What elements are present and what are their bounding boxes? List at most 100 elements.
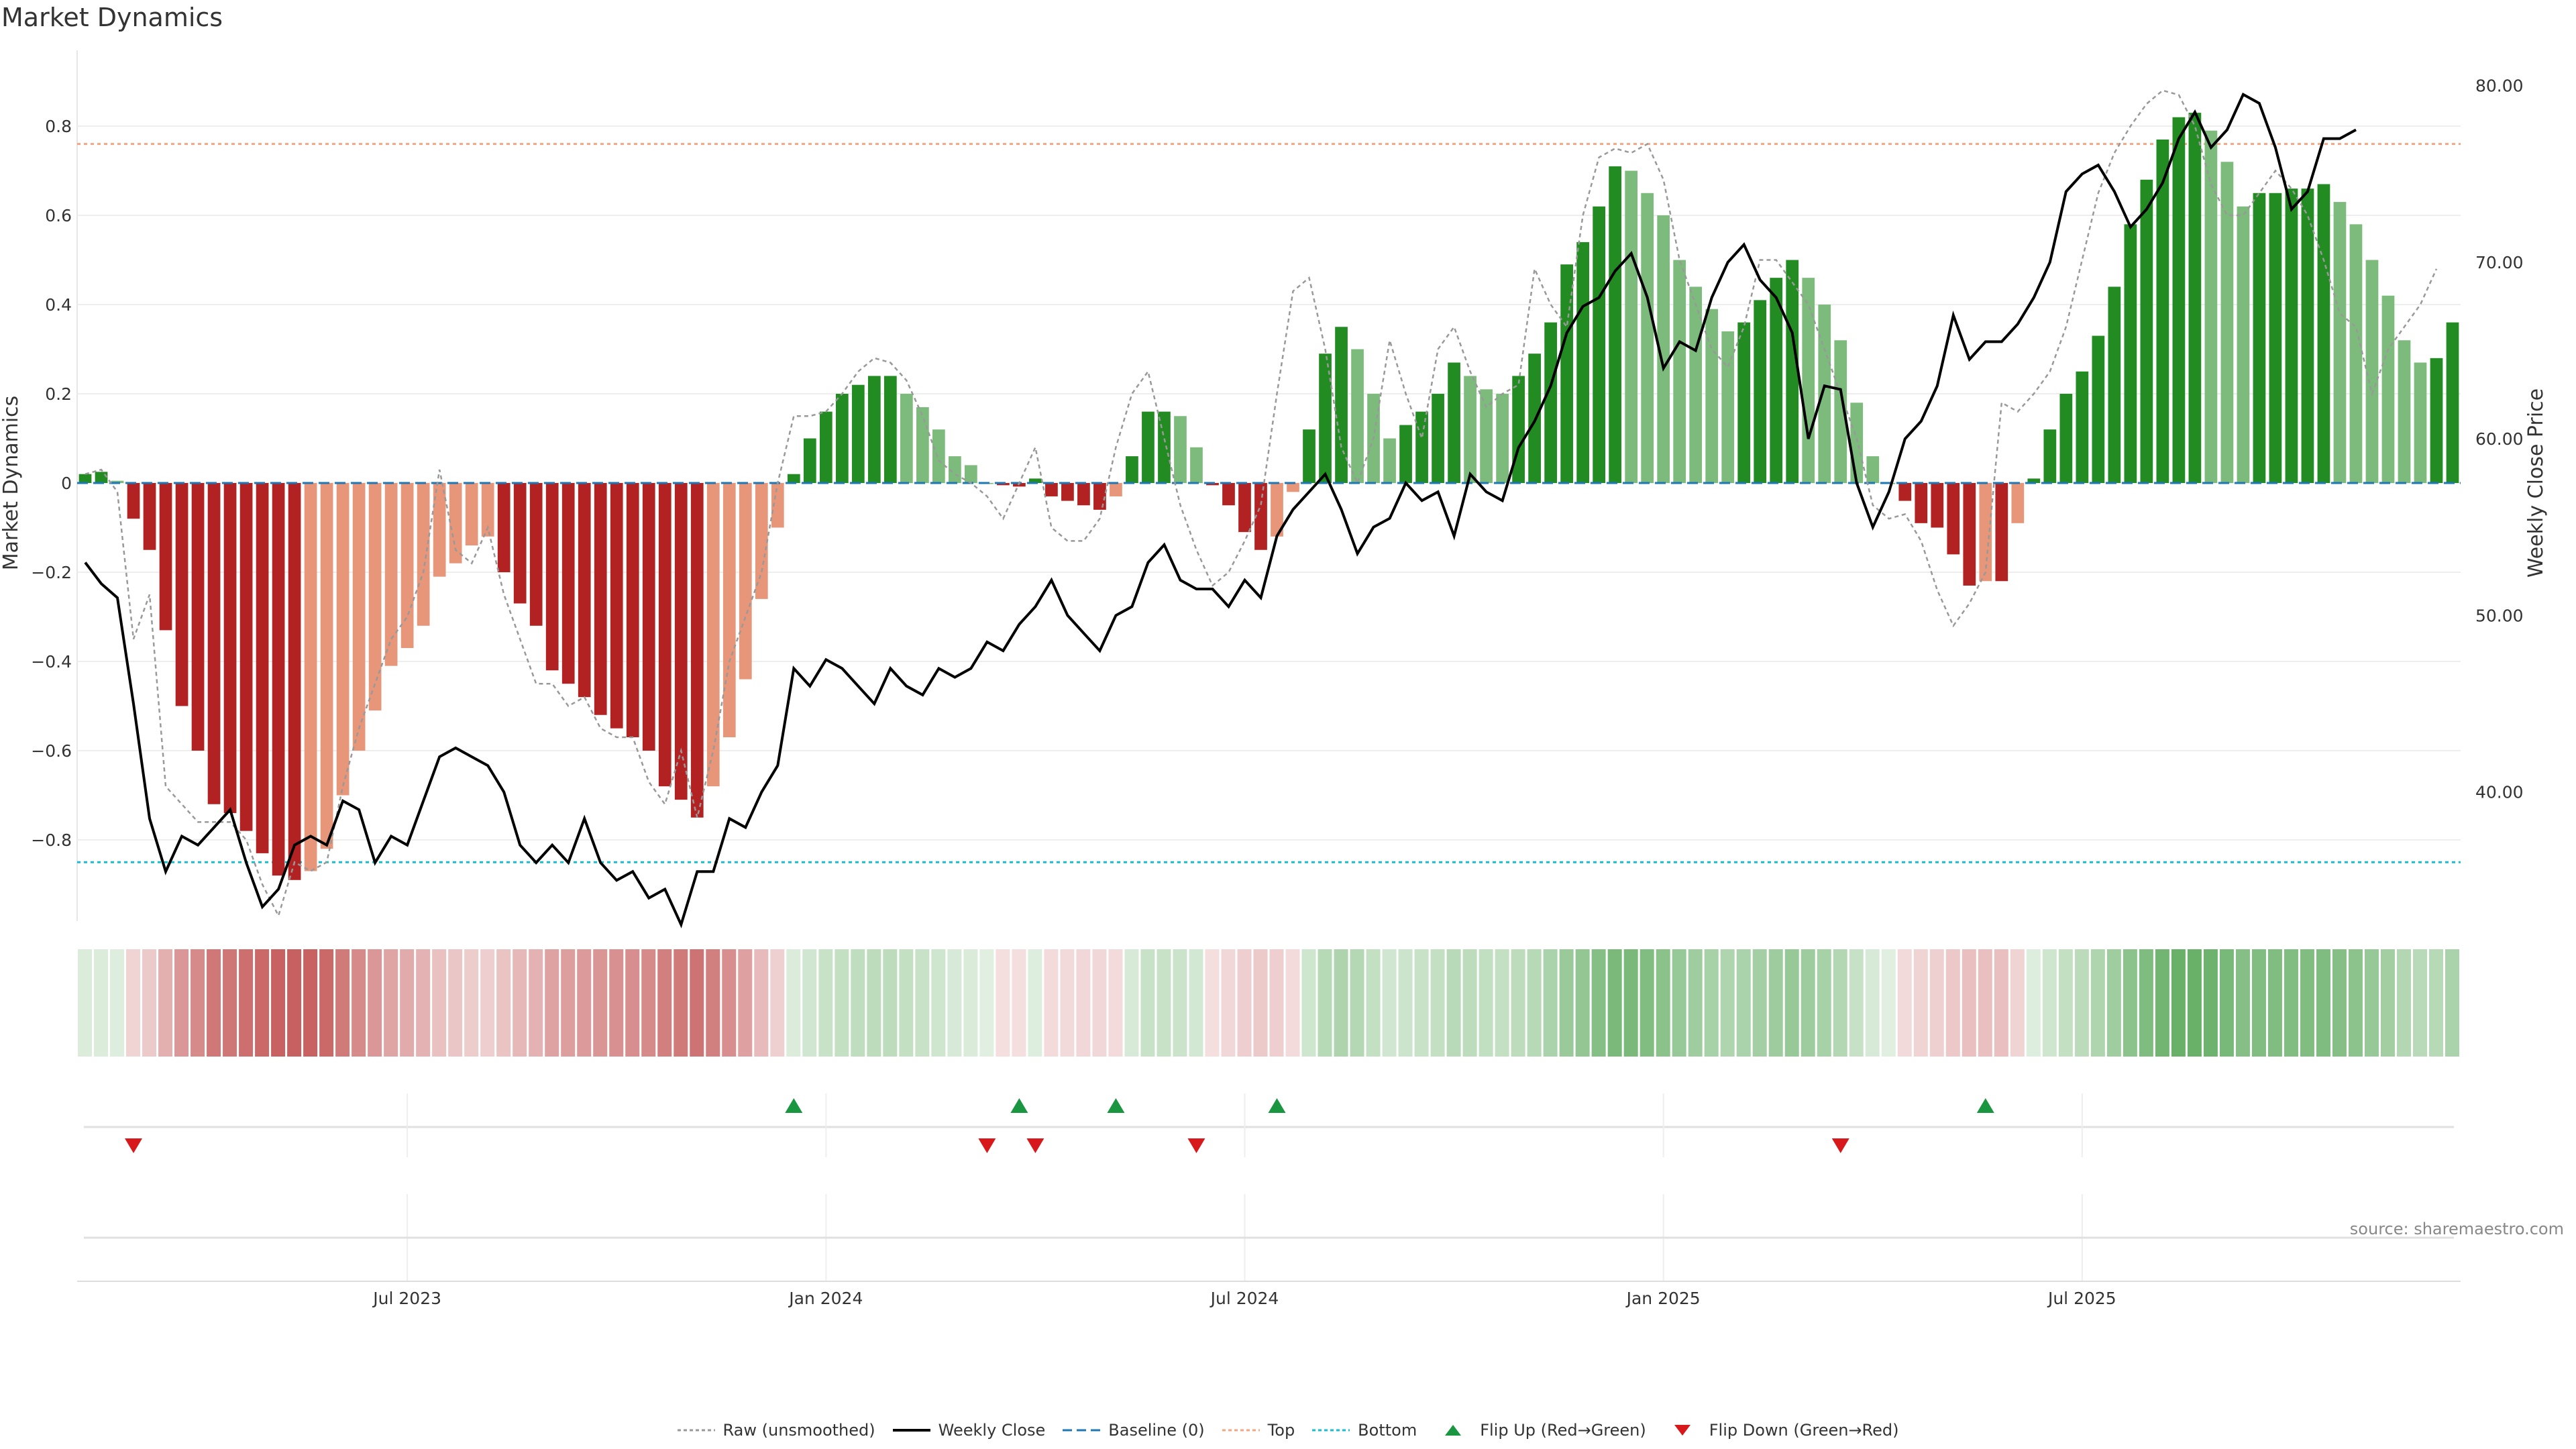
- heat-cell: [1768, 949, 1783, 1057]
- md-bar: [1061, 483, 1074, 501]
- md-bar: [2188, 113, 2202, 484]
- heat-cell: [1157, 949, 1171, 1057]
- right-tick-label: 60.00: [2475, 429, 2524, 449]
- md-bar: [2301, 189, 2314, 483]
- md-bar: [1432, 394, 1444, 483]
- heat-cell: [609, 949, 624, 1057]
- heat-cell: [1285, 949, 1300, 1057]
- left-tick-label: −0.8: [31, 830, 72, 850]
- heat-cell: [1189, 949, 1203, 1057]
- heat-cell: [142, 949, 157, 1057]
- heat-cell: [2300, 949, 2314, 1057]
- md-bar: [787, 474, 800, 483]
- heat-cell: [1945, 949, 1960, 1057]
- md-bar: [513, 483, 527, 604]
- heat-cell: [2235, 949, 2250, 1057]
- legend-label: Flip Down (Green→Red): [1709, 1421, 1899, 1440]
- md-bar: [111, 480, 124, 483]
- heat-cell: [335, 949, 350, 1057]
- heat-cell: [979, 949, 994, 1057]
- md-bar: [965, 465, 977, 483]
- md-bar: [2414, 362, 2427, 483]
- md-bar: [626, 483, 639, 738]
- heat-cell: [851, 949, 865, 1057]
- heat-cell: [368, 949, 382, 1057]
- heat-cell: [1720, 949, 1735, 1057]
- heat-cell: [110, 949, 125, 1057]
- md-bar: [594, 483, 607, 715]
- heat-cell: [400, 949, 415, 1057]
- legend-item: Top: [1222, 1421, 1295, 1440]
- right-axis-label: Weekly Close Price: [2524, 388, 2548, 578]
- md-bar: [722, 483, 736, 738]
- md-bar: [2108, 286, 2121, 483]
- md-bar: [916, 407, 929, 483]
- md-bar: [1866, 456, 1880, 483]
- md-bar: [1979, 483, 1992, 582]
- heat-cell: [1929, 949, 1944, 1057]
- heat-cell: [1108, 949, 1123, 1057]
- right-tick-label: 70.00: [2475, 253, 2524, 272]
- heat-cell: [931, 949, 946, 1057]
- heat-cell: [835, 949, 849, 1057]
- heat-cell: [2332, 949, 2347, 1057]
- md-bar: [1625, 170, 1638, 484]
- heat-cell: [657, 949, 672, 1057]
- md-bar: [417, 483, 430, 626]
- md-bar: [2446, 322, 2459, 483]
- heat-cell: [1124, 949, 1139, 1057]
- heat-cell: [416, 949, 431, 1057]
- md-bar: [1222, 483, 1235, 506]
- heat-cell: [1479, 949, 1493, 1057]
- legend-swatch: [1312, 1429, 1350, 1432]
- md-bar: [2011, 483, 2025, 523]
- md-bar: [900, 394, 913, 483]
- md-bar: [578, 483, 591, 698]
- heat-cell: [2284, 949, 2298, 1057]
- heat-cell: [1495, 949, 1509, 1057]
- md-bar: [932, 429, 945, 483]
- md-bar: [288, 483, 301, 880]
- heat-cell: [1044, 949, 1059, 1057]
- md-bar: [256, 483, 269, 853]
- heat-cell: [1865, 949, 1880, 1057]
- md-bar: [1593, 206, 1606, 483]
- heat-cell: [2348, 949, 2363, 1057]
- heat-cell: [158, 949, 173, 1057]
- heat-cell: [2251, 949, 2266, 1057]
- heat-cell: [1817, 949, 1831, 1057]
- md-bar: [2285, 189, 2298, 483]
- chart-legend: Raw (unsmoothed) Weekly Close Baseline (0)…: [0, 1421, 2576, 1440]
- flip-up-marker: [785, 1098, 803, 1113]
- heat-cell: [287, 949, 302, 1057]
- left-tick-label: −0.6: [31, 741, 72, 761]
- x-tick-label: Jan 2024: [788, 1289, 863, 1308]
- heat-cell: [1173, 949, 1187, 1057]
- md-bar: [1303, 429, 1316, 483]
- md-bar: [239, 483, 253, 831]
- heat-cell: [1318, 949, 1332, 1057]
- md-bar: [529, 483, 543, 626]
- heat-cell: [1962, 949, 1976, 1057]
- heat-cell: [593, 949, 608, 1057]
- md-bar: [1399, 425, 1412, 483]
- heat-cell: [1913, 949, 1928, 1057]
- md-bar: [1093, 483, 1106, 510]
- heat-cell: [963, 949, 978, 1057]
- heat-cell: [1833, 949, 1847, 1057]
- md-bar: [997, 483, 1010, 486]
- heat-cell: [513, 949, 527, 1057]
- md-bar: [1705, 309, 1719, 483]
- legend-swatch: [1445, 1425, 1462, 1436]
- heat-cell: [432, 949, 447, 1057]
- left-tick-label: −0.2: [31, 563, 72, 582]
- heat-cell: [1446, 949, 1461, 1057]
- md-bar: [2043, 429, 2057, 483]
- heat-cell: [2042, 949, 2057, 1057]
- md-bar: [1190, 447, 1203, 483]
- md-bar: [1770, 278, 1783, 483]
- heat-cell: [2010, 949, 2025, 1057]
- heat-cell: [1656, 949, 1670, 1057]
- heat-cell: [1012, 949, 1026, 1057]
- md-bar: [2156, 139, 2169, 483]
